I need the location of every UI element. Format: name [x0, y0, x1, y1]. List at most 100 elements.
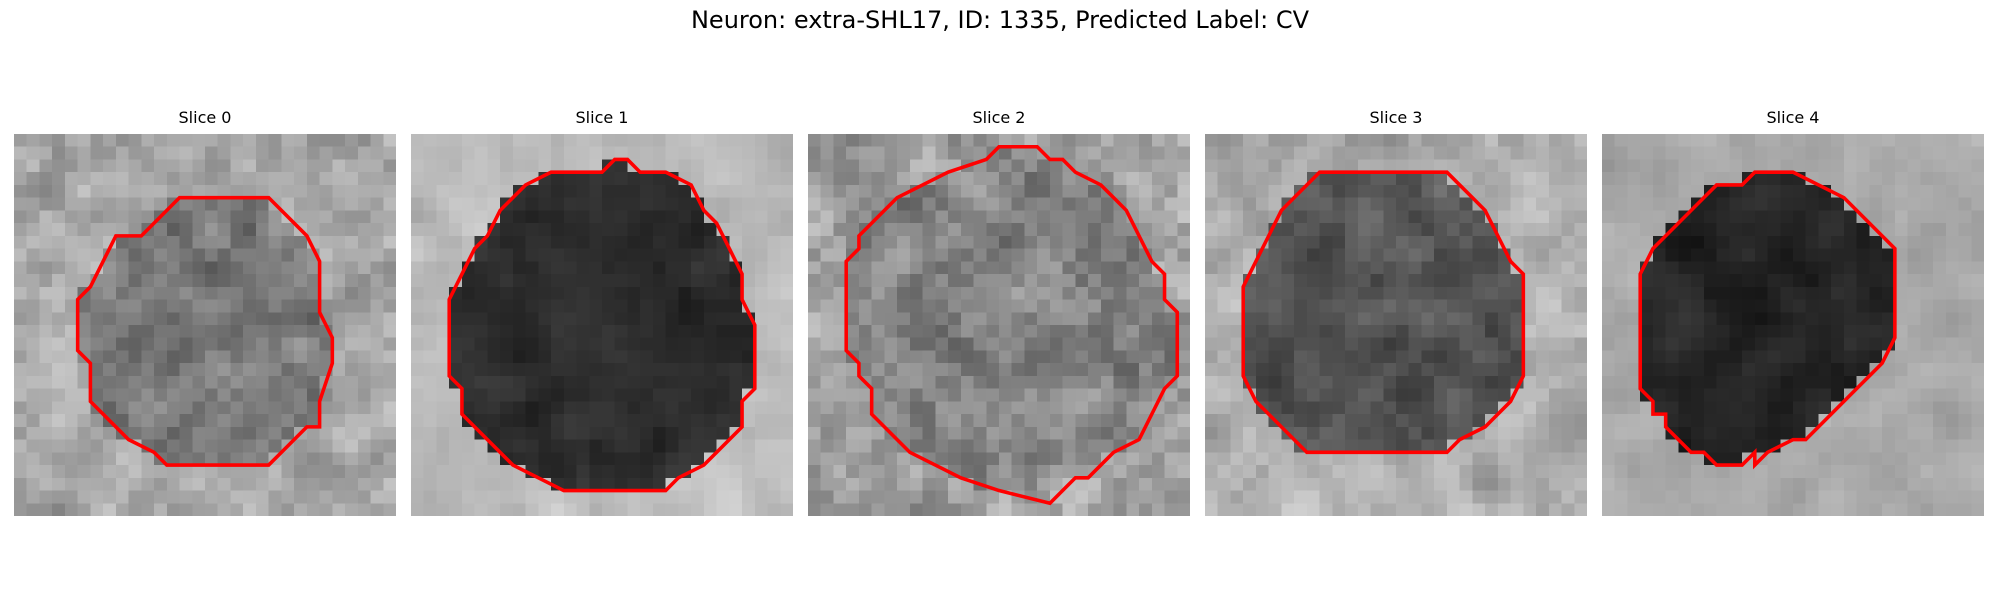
image-pixel: [999, 414, 1012, 428]
image-pixel: [1627, 426, 1641, 440]
image-pixel: [1357, 159, 1371, 173]
image-pixel: [332, 146, 346, 160]
image-pixel: [1561, 146, 1575, 160]
image-pixel: [1446, 286, 1460, 300]
image-pixel: [1703, 325, 1717, 338]
image-pixel: [1088, 414, 1102, 428]
image-pixel: [1933, 172, 1947, 186]
image-pixel: [345, 274, 359, 288]
image-pixel: [1217, 223, 1231, 237]
image-pixel: [1383, 325, 1397, 338]
image-pixel: [332, 197, 346, 211]
image-pixel: [1497, 375, 1511, 389]
image-pixel: [1818, 325, 1832, 338]
image-pixel: [154, 325, 168, 338]
image-pixel: [1843, 401, 1857, 415]
image-pixel: [729, 210, 743, 224]
image-pixel: [1062, 426, 1076, 440]
image-pixel: [614, 223, 628, 237]
image-pixel: [973, 312, 987, 326]
image-pixel: [449, 248, 463, 262]
image-pixel: [1485, 312, 1499, 326]
image-pixel: [1614, 210, 1628, 224]
image-pixel: [512, 337, 526, 351]
image-pixel: [52, 363, 66, 377]
image-pixel: [1383, 375, 1397, 389]
image-pixel: [512, 325, 526, 338]
image-pixel: [1113, 261, 1127, 275]
image-pixel: [1793, 210, 1806, 224]
image-pixel: [909, 159, 923, 173]
image-pixel: [691, 172, 705, 186]
image-pixel: [602, 235, 615, 249]
image-pixel: [551, 184, 565, 198]
image-pixel: [332, 363, 346, 377]
image-pixel: [1678, 299, 1692, 313]
image-pixel: [1561, 159, 1575, 173]
image-pixel: [1281, 223, 1295, 237]
image-pixel: [1421, 439, 1435, 453]
image-pixel: [1100, 426, 1114, 440]
image-pixel: [1574, 503, 1587, 516]
image-pixel: [423, 375, 437, 389]
image-pixel: [1971, 401, 1984, 415]
image-pixel: [1357, 477, 1371, 491]
image-pixel: [538, 274, 552, 288]
image-pixel: [1548, 388, 1562, 402]
image-pixel: [1345, 312, 1359, 326]
image-pixel: [1933, 286, 1947, 300]
image-pixel: [487, 184, 501, 198]
image-pixel: [39, 426, 53, 440]
image-pixel: [1037, 286, 1051, 300]
image-pixel: [1062, 414, 1076, 428]
image-pixel: [1678, 286, 1692, 300]
image-pixel: [1088, 312, 1102, 326]
image-pixel: [678, 350, 692, 364]
image-pixel: [1319, 452, 1333, 466]
image-pixel: [780, 465, 793, 479]
image-pixel: [780, 414, 793, 428]
image-pixel: [1243, 363, 1257, 377]
image-pixel: [614, 210, 628, 224]
image-pixel: [1243, 465, 1257, 479]
image-pixel: [166, 274, 180, 288]
image-pixel: [154, 375, 168, 389]
image-pixel: [1831, 197, 1845, 211]
image-pixel: [1434, 375, 1448, 389]
image-pixel: [999, 197, 1012, 211]
image-pixel: [370, 388, 384, 402]
image-pixel: [103, 299, 117, 313]
image-pixel: [858, 350, 872, 364]
image-pixel: [1614, 465, 1628, 479]
image-pixel: [370, 477, 384, 491]
image-pixel: [1536, 375, 1550, 389]
image-pixel: [205, 350, 218, 364]
image-pixel: [678, 312, 692, 326]
image-pixel: [1843, 477, 1857, 491]
image-pixel: [602, 299, 615, 313]
contour-outline: [1241, 170, 1526, 455]
image-pixel: [538, 248, 552, 262]
image-pixel: [230, 401, 244, 415]
image-pixel: [871, 312, 885, 326]
image-pixel: [39, 465, 53, 479]
image-pixel: [1217, 210, 1231, 224]
image-pixel: [217, 350, 231, 364]
image-pixel: [1574, 388, 1587, 402]
image-pixel: [1319, 465, 1333, 479]
image-pixel: [1396, 184, 1409, 198]
image-pixel: [423, 465, 437, 479]
image-pixel: [1971, 210, 1984, 224]
image-pixel: [1062, 248, 1076, 262]
image-pixel: [357, 363, 371, 377]
image-pixel: [500, 223, 514, 237]
image-pixel: [306, 184, 320, 198]
image-pixel: [1177, 235, 1190, 249]
image-pixel: [1037, 426, 1051, 440]
image-pixel: [551, 337, 565, 351]
image-pixel: [1627, 375, 1641, 389]
image-pixel: [1703, 503, 1717, 516]
image-pixel: [14, 261, 27, 275]
image-pixel: [1485, 503, 1499, 516]
image-pixel: [1497, 210, 1511, 224]
